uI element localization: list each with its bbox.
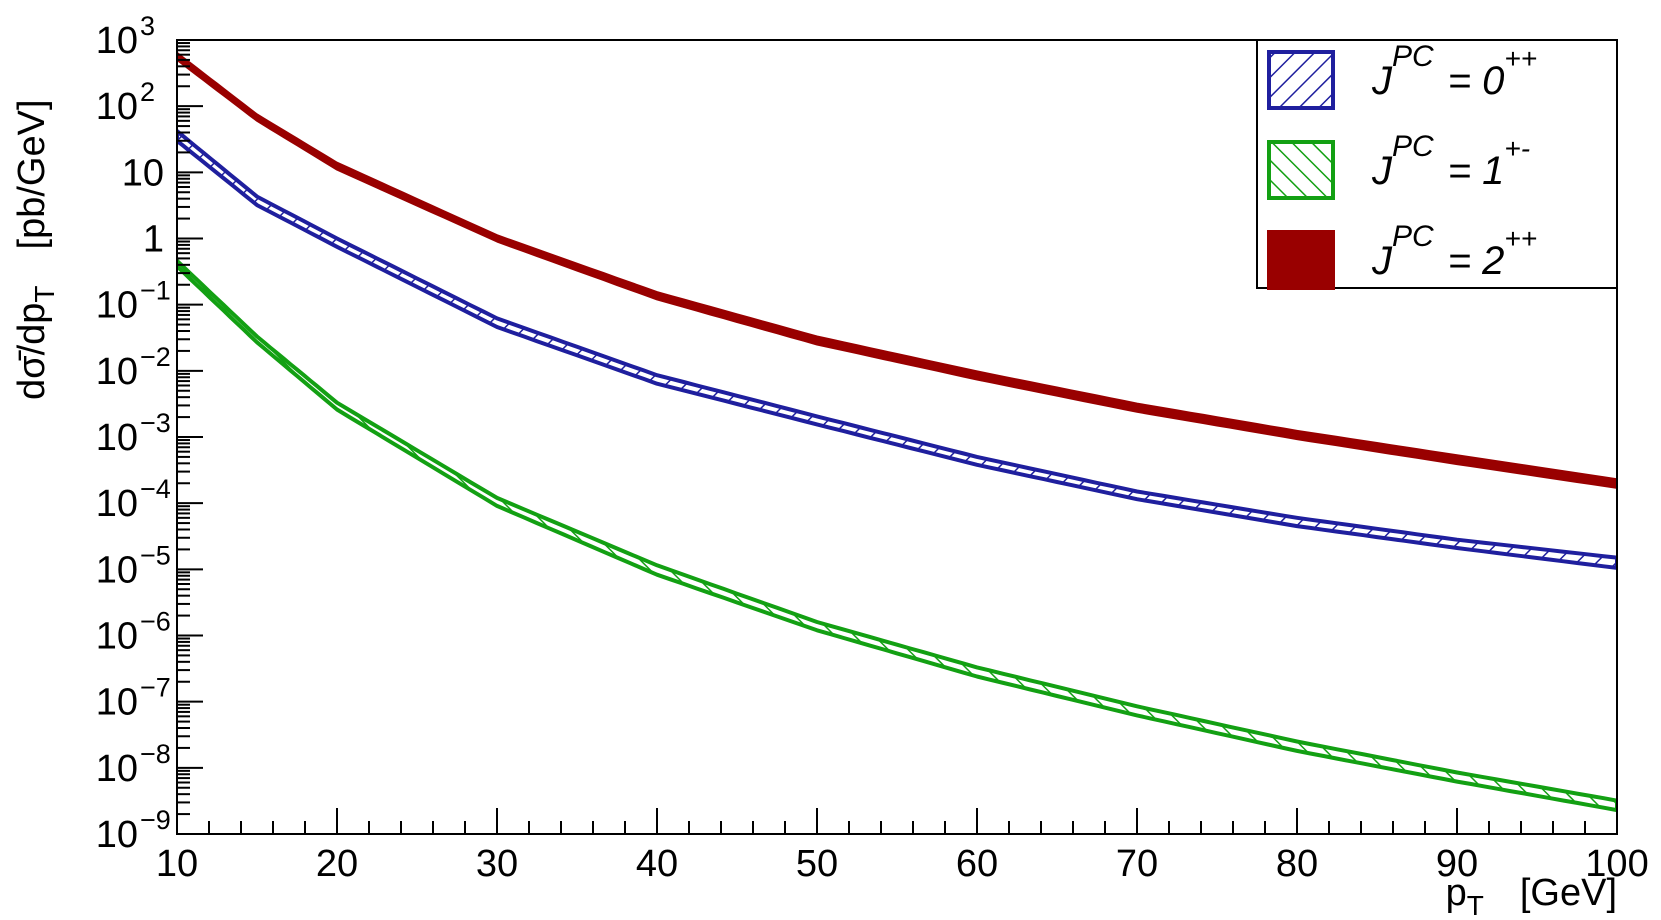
y-tick-label: 10 (96, 86, 138, 128)
x-tick-label: 100 (1585, 843, 1648, 885)
x-tick-label: 50 (796, 843, 838, 885)
y-tick-label-exponent: −9 (140, 805, 171, 835)
y-tick-label: 10 (96, 417, 138, 459)
y-tick-label: 10 (96, 483, 138, 525)
x-axis-title: pT [GeV] (1446, 872, 1617, 920)
x-tick-labels: 10 20 30 40 50 60 70 80 90 100 (156, 843, 1649, 885)
y-tick-label: 10 (96, 616, 138, 658)
x-tick-label: 10 (156, 843, 198, 885)
x-tick-label: 20 (316, 843, 358, 885)
y-tick-label: 10 (96, 748, 138, 790)
y-minor-ticks (177, 39, 203, 835)
legend-swatch-1 (1267, 140, 1335, 200)
series-band-2 (177, 51, 1617, 489)
y-tick-label: 10 (96, 285, 138, 327)
x-tick-label: 60 (956, 843, 998, 885)
y-axis-title: dσ̄/dpT[pb/GeV] (11, 99, 60, 400)
x-tick-label: 80 (1276, 843, 1318, 885)
y-tick-label: 10 (96, 351, 138, 393)
legend: JPC= 0++ JPC= 1+- JPC= 2++ (1256, 39, 1618, 290)
y-tick-label: 10 (96, 814, 138, 856)
x-tick-label: 30 (476, 843, 518, 885)
y-tick-label: 10 (96, 682, 138, 724)
x-ticks (176, 808, 1618, 834)
y-tick-label: 10 (96, 549, 138, 591)
y-tick-label-exponent: −3 (140, 408, 171, 438)
x-tick-label: 70 (1116, 843, 1158, 885)
legend-label-2: JPC= 2++ (1371, 220, 1537, 283)
legend-label-0: JPC= 0++ (1371, 40, 1537, 103)
y-tick-label-exponent: −4 (140, 474, 171, 504)
legend-swatch-0 (1267, 50, 1335, 110)
y-tick-label-exponent: 3 (140, 11, 155, 41)
y-tick-label: 10 (122, 152, 164, 194)
y-tick-label-exponent: −7 (140, 673, 171, 703)
y-tick-label-exponent: −8 (140, 739, 171, 769)
legend-swatch-2 (1267, 230, 1335, 290)
y-tick-label-exponent: −5 (140, 540, 171, 570)
series-band-1 (177, 258, 1617, 813)
x-tick-label: 40 (636, 843, 678, 885)
y-tick-label-exponent: −1 (140, 276, 171, 306)
y-tick-label-exponent: 2 (140, 77, 155, 107)
series-bands (177, 51, 1617, 813)
y-tick-label: 10 (96, 20, 138, 62)
legend-label-1: JPC= 1+- (1371, 130, 1530, 193)
y-tick-label: 1 (143, 219, 164, 261)
x-tick-label: 90 (1436, 843, 1478, 885)
series-band-0 (177, 129, 1617, 570)
y-tick-label-exponent: −2 (140, 342, 171, 372)
y-tick-label-exponent: −6 (140, 607, 171, 637)
